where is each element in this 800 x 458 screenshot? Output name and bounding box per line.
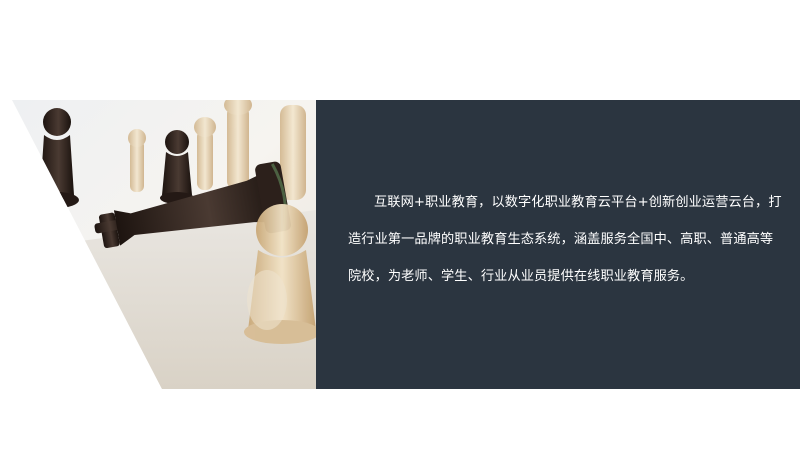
intro-panel: 互联网+职业教育，以数字化职业教育云平台+创新创业运营云台，打造行业第一品牌的职… — [316, 100, 800, 389]
intro-text: 互联网+职业教育，以数字化职业教育云平台+创新创业运营云台，打造行业第一品牌的职… — [348, 195, 782, 284]
chess-image — [12, 100, 316, 389]
chess-photo — [12, 100, 316, 389]
